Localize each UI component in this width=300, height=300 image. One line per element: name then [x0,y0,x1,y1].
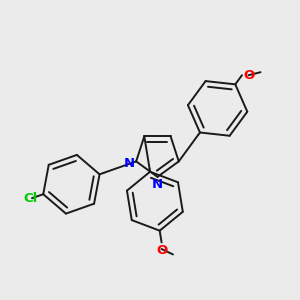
Text: N: N [152,178,163,191]
Text: O: O [156,244,167,257]
Text: N: N [124,157,135,170]
Text: Cl: Cl [23,192,38,205]
Text: O: O [243,69,254,82]
